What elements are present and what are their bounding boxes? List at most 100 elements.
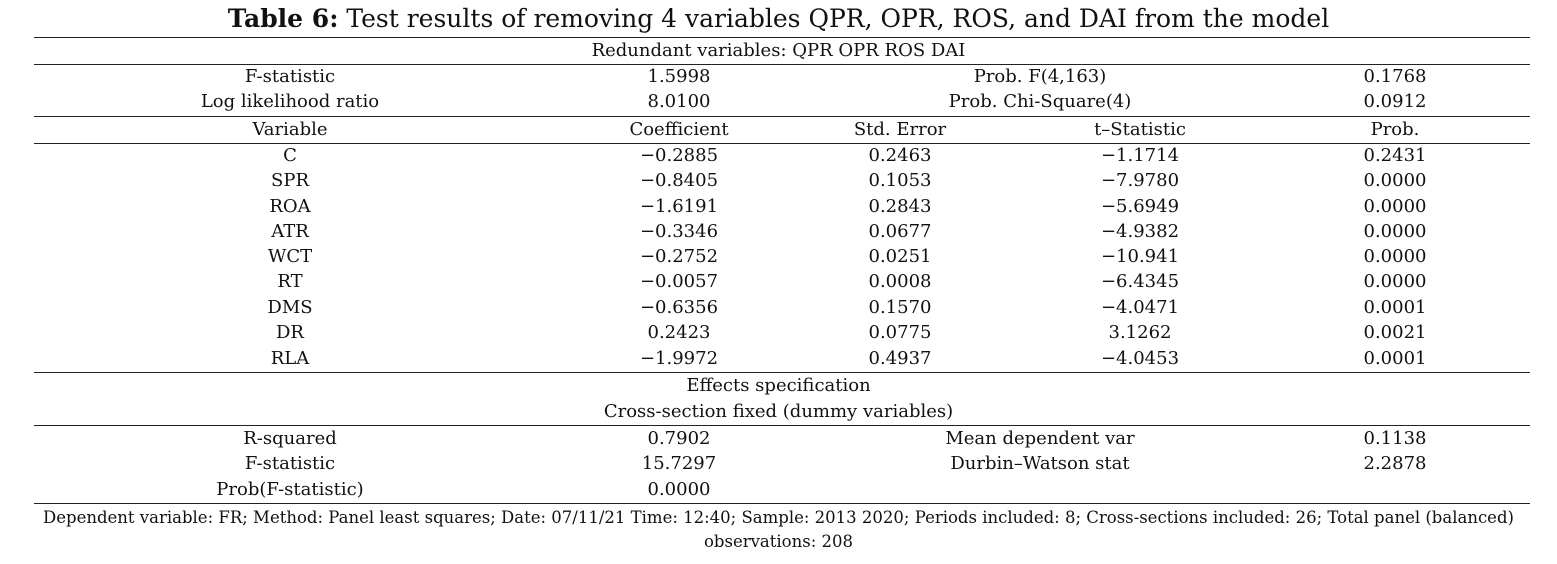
table-row: DR 0.2423 0.0775 3.1262 0.0021: [0, 320, 1557, 345]
table-row: ATR −0.3346 0.0677 −4.9382 0.0000: [0, 219, 1557, 244]
summary-value-2: 2.2878: [1363, 453, 1427, 474]
variable-cell: WCT: [267, 246, 313, 267]
variable-cell: DR: [276, 322, 304, 343]
test-stat-prob-value: 0.0912: [1363, 91, 1427, 112]
column-header-rule: [34, 116, 1530, 117]
prob-cell: 0.2431: [1363, 145, 1427, 166]
summary-row: R-squared 0.7902 Mean dependent var 0.11…: [0, 426, 1557, 451]
summary-name-2: Mean dependent var: [945, 428, 1135, 449]
column-header-row: Variable Coefficient Std. Error t–Statis…: [0, 117, 1557, 142]
coefficient-cell: −0.0057: [639, 271, 719, 292]
coefficient-cell: −0.8405: [639, 170, 719, 191]
test-stat-row: Log likelihood ratio 8.0100 Prob. Chi-Sq…: [0, 89, 1557, 114]
t-statistic-cell: 3.1262: [1108, 322, 1172, 343]
coefficient-cell: −1.6191: [639, 196, 719, 217]
table-footnote: Dependent variable: FR; Method: Panel le…: [43, 508, 1514, 551]
std-error-cell: 0.0775: [868, 322, 932, 343]
top-rule: [34, 37, 1530, 38]
t-statistic-cell: −6.4345: [1100, 271, 1180, 292]
table-title: Table 6: Test results of removing 4 vari…: [0, 4, 1557, 34]
test-stat-value: 1.5998: [647, 66, 711, 87]
column-header-prob: Prob.: [1370, 119, 1420, 140]
coefficient-cell: −0.6356: [639, 297, 719, 318]
summary-value-2: 0.1138: [1363, 428, 1427, 449]
effects-heading-row: Effects specification: [0, 373, 1557, 398]
test-stat-prob-label: Prob. F(4,163): [973, 66, 1107, 87]
summary-row: F-statistic 15.7297 Durbin–Watson stat 2…: [0, 451, 1557, 476]
effects-rule: [34, 372, 1530, 373]
test-stat-row: F-statistic 1.5998 Prob. F(4,163) 0.1768: [0, 64, 1557, 89]
prob-cell: 0.0000: [1363, 196, 1427, 217]
test-stat-prob-label: Prob. Chi-Square(4): [948, 91, 1132, 112]
prob-cell: 0.0000: [1363, 221, 1427, 242]
column-header-variable: Variable: [252, 119, 328, 140]
coefficient-cell: 0.2423: [647, 322, 711, 343]
test-stat-value: 8.0100: [647, 91, 711, 112]
column-header-coefficient: Coefficient: [629, 119, 729, 140]
prob-cell: 0.0001: [1363, 297, 1427, 318]
coefficient-cell: −0.2885: [639, 145, 719, 166]
std-error-cell: 0.0251: [868, 246, 932, 267]
summary-name-2: Durbin–Watson stat: [950, 453, 1130, 474]
prob-cell: 0.0021: [1363, 322, 1427, 343]
variable-cell: C: [283, 145, 297, 166]
t-statistic-cell: −10.941: [1100, 246, 1180, 267]
t-statistic-cell: −1.1714: [1100, 145, 1180, 166]
summary-name: Prob(F-statistic): [216, 479, 364, 500]
variable-cell: RLA: [270, 348, 310, 369]
table-row: RLA −1.9972 0.4937 −4.0453 0.0001: [0, 346, 1557, 371]
prob-cell: 0.0001: [1363, 348, 1427, 369]
summary-name: R-squared: [243, 428, 337, 449]
table-row: WCT −0.2752 0.0251 −10.941 0.0000: [0, 244, 1557, 269]
test-stat-name: Log likelihood ratio: [200, 91, 380, 112]
effects-subheading: Cross-section fixed (dummy variables): [603, 401, 954, 422]
table-title-text: Test results of removing 4 variables QPR…: [346, 4, 1330, 33]
std-error-cell: 0.4937: [868, 348, 932, 369]
table-row: RT −0.0057 0.0008 −6.4345 0.0000: [0, 269, 1557, 294]
summary-row: Prob(F-statistic) 0.0000: [0, 477, 1557, 502]
std-error-cell: 0.0677: [868, 221, 932, 242]
std-error-cell: 0.1053: [868, 170, 932, 191]
table-row: SPR −0.8405 0.1053 −7.9780 0.0000: [0, 168, 1557, 193]
std-error-cell: 0.1570: [868, 297, 932, 318]
table-title-label: Table 6:: [227, 4, 339, 33]
test-stat-prob-value: 0.1768: [1363, 66, 1427, 87]
variable-cell: ROA: [269, 196, 311, 217]
table-row: DMS −0.6356 0.1570 −4.0471 0.0001: [0, 295, 1557, 320]
summary-value: 15.7297: [641, 453, 717, 474]
table-row: ROA −1.6191 0.2843 −5.6949 0.0000: [0, 194, 1557, 219]
coefficient-cell: −0.2752: [639, 246, 719, 267]
t-statistic-cell: −4.9382: [1100, 221, 1180, 242]
std-error-cell: 0.2843: [868, 196, 932, 217]
variable-cell: SPR: [271, 170, 309, 191]
column-header-std-error: Std. Error: [853, 119, 947, 140]
variable-cell: ATR: [271, 221, 309, 242]
effects-subheading-row: Cross-section fixed (dummy variables): [0, 399, 1557, 424]
bottom-rule: [34, 503, 1530, 504]
summary-name: F-statistic: [244, 453, 336, 474]
coefficient-cell: −1.9972: [639, 348, 719, 369]
t-statistic-cell: −5.6949: [1100, 196, 1180, 217]
table-row: C −0.2885 0.2463 −1.1714 0.2431: [0, 143, 1557, 168]
t-statistic-cell: −7.9780: [1100, 170, 1180, 191]
redundant-variables-label: Redundant variables: QPR OPR ROS DAI: [591, 40, 966, 61]
std-error-cell: 0.0008: [868, 271, 932, 292]
std-error-cell: 0.2463: [868, 145, 932, 166]
summary-rule: [34, 425, 1530, 426]
effects-heading: Effects specification: [686, 375, 871, 396]
prob-cell: 0.0000: [1363, 246, 1427, 267]
body-rule: [34, 143, 1530, 144]
t-statistic-cell: −4.0453: [1100, 348, 1180, 369]
prob-cell: 0.0000: [1363, 170, 1427, 191]
summary-value: 0.0000: [647, 479, 711, 500]
t-statistic-cell: −4.0471: [1100, 297, 1180, 318]
column-header-t-statistic: t–Statistic: [1094, 119, 1186, 140]
summary-value: 0.7902: [647, 428, 711, 449]
variable-cell: DMS: [267, 297, 313, 318]
variable-cell: RT: [277, 271, 303, 292]
test-stat-name: F-statistic: [244, 66, 336, 87]
test-stats-rule: [34, 64, 1530, 65]
redundant-header-row: Redundant variables: QPR OPR ROS DAI: [0, 38, 1557, 63]
prob-cell: 0.0000: [1363, 271, 1427, 292]
